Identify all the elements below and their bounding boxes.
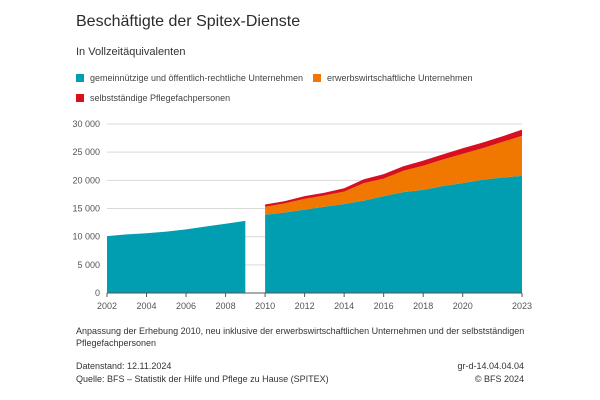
y-tick-label: 20 000: [72, 175, 100, 185]
y-tick-label: 30 000: [72, 119, 100, 129]
x-tick-label: 2020: [453, 301, 473, 311]
area-erwerb-segment-2: [265, 135, 522, 215]
x-tick-label: 2016: [374, 301, 394, 311]
footer-datenstand: Datenstand: 12.11.2024: [76, 361, 172, 371]
chart-title: Beschäftigte der Spitex-Dienste: [76, 13, 301, 30]
y-tick-label: 15 000: [72, 204, 100, 214]
x-tick-label: 2010: [255, 301, 275, 311]
y-tick-label: 5 000: [77, 260, 100, 270]
area-gemeinnuetzig-segment-1: [107, 220, 246, 293]
legend-swatch-erwerb: [313, 74, 321, 82]
x-tick-label: 2008: [216, 301, 236, 311]
x-tick-label: 2012: [295, 301, 315, 311]
legend-label-erwerb: erwerbswirtschaftliche Unternehmen: [327, 73, 473, 83]
stacked-area-chart: 0 5 000 10 000 15 000 20 000 25 000 30 000 200…: [72, 119, 532, 311]
x-tick-label: 2018: [413, 301, 433, 311]
footer-code: gr-d-14.04.04.04: [457, 361, 524, 371]
y-tick-label: 10 000: [72, 232, 100, 242]
legend-item-gemeinnuetzig: gemeinnützige und öffentlich-rechtliche …: [76, 73, 303, 83]
legend-item-selbst: selbstständige Pflegefachpersonen: [76, 93, 230, 103]
x-tick-label: 2002: [97, 301, 117, 311]
legend-label-selbst: selbstständige Pflegefachpersonen: [90, 93, 231, 103]
legend-item-erwerb: erwerbswirtschaftliche Unternehmen: [313, 73, 473, 83]
x-tick-label: 2014: [334, 301, 354, 311]
area-gemeinnuetzig-segment-2: [265, 175, 522, 293]
area-series: [107, 129, 522, 293]
x-axis: 2002 2004 2006 2008 2010 2012 2014 2016 2018 2020…: [97, 292, 532, 311]
legend-label-gemeinnuetzig: gemeinnützige und öffentlich-rechtliche …: [90, 73, 303, 83]
y-tick-label: 0: [95, 288, 100, 298]
chart-subtitle: In Vollzeitäquivalenten: [76, 46, 186, 58]
x-tick-label: 2004: [137, 301, 157, 311]
y-axis: 0 5 000 10 000 15 000 20 000 25 000 30 000: [72, 119, 100, 298]
y-tick-label: 25 000: [72, 147, 100, 157]
x-tick-label: 2006: [176, 301, 196, 311]
legend-swatch-selbst: [76, 94, 84, 102]
footer-copyright: © BFS 2024: [474, 374, 524, 384]
legend-swatch-gemeinnuetzig: [76, 74, 84, 82]
x-tick-label: 2023: [512, 301, 532, 311]
footer-quelle: Quelle: BFS – Statistik der Hilfe und Pf…: [76, 374, 329, 384]
chart-note: Anpassung der Erhebung 2010, neu inklusi…: [76, 326, 525, 348]
